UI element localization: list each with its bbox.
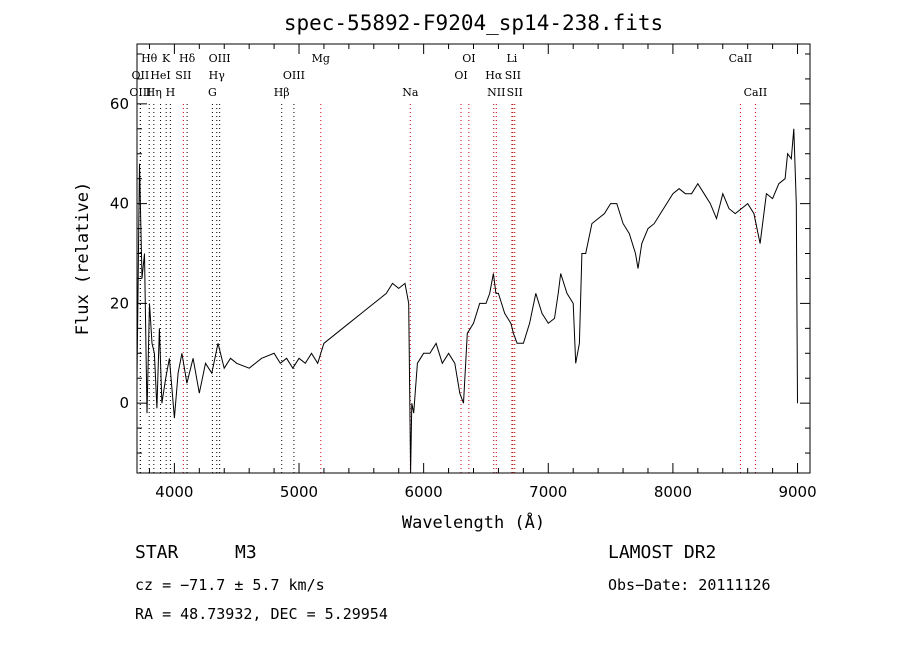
emission-line-label: NII [487, 86, 505, 99]
x-tick-label: 9000 [778, 483, 816, 501]
emission-line-label: SII [507, 86, 523, 99]
emission-line-label: OI [462, 52, 475, 65]
chart-title: spec-55892-F9204_sp14-238.fits [284, 11, 663, 35]
emission-line-label: G [208, 86, 217, 99]
emission-line-label: SII [505, 69, 521, 82]
emission-line-label: Mg [312, 52, 330, 65]
emission-line-label: OIII [209, 52, 231, 65]
y-tick-label: 60 [110, 95, 129, 113]
x-tick-label: 6000 [405, 483, 443, 501]
emission-line-label: Hδ [179, 52, 196, 65]
x-tick-label: 5000 [280, 483, 318, 501]
emission-line-label: HeI [150, 69, 170, 82]
emission-line-markers [139, 104, 756, 473]
object-subclass: M3 [235, 542, 257, 563]
emission-line-label: CaII [744, 86, 768, 99]
emission-line-label: Na [402, 86, 419, 99]
emission-line-label: OI [454, 69, 467, 82]
emission-line-label: Hγ [209, 69, 226, 82]
spectrum-series-line [136, 128, 798, 474]
emission-line-label: Hη [146, 86, 162, 99]
y-axis-label: Flux (relative) [73, 182, 93, 336]
emission-line-label: OII [132, 69, 150, 82]
coordinates-readout: RA = 48.73932, DEC = 5.29954 [135, 605, 388, 623]
x-tick-label: 4000 [155, 483, 193, 501]
survey-name: LAMOST DR2 [608, 542, 717, 563]
y-tick-label: 0 [119, 394, 129, 412]
emission-line-label: OIII [129, 86, 151, 99]
emission-line-label: H [166, 86, 176, 99]
emission-line-label: CaII [729, 52, 753, 65]
y-tick-label: 20 [110, 294, 129, 312]
y-tick-label: 40 [110, 195, 129, 213]
emission-line-label: Hβ [274, 86, 290, 99]
velocity-readout: cz = −71.7 ± 5.7 km/s [135, 576, 325, 594]
observation-date: Obs−Date: 20111126 [608, 576, 771, 594]
x-tick-label: 7000 [529, 483, 567, 501]
emission-line-label: Li [506, 52, 517, 65]
plot-frame [136, 43, 811, 474]
x-axis-ticks: 4000 5000 6000 7000 8000 9000 [148, 44, 817, 501]
x-axis-label: Wavelength (Å) [402, 511, 545, 533]
emission-line-label: SII [175, 69, 191, 82]
emission-line-label: Hα [485, 69, 503, 82]
x-tick-label: 8000 [654, 483, 692, 501]
emission-line-label: Hθ [141, 52, 158, 65]
object-type: STAR [135, 542, 179, 563]
emission-line-label: OIII [283, 69, 305, 82]
y-axis-ticks: 0 20 40 60 [110, 53, 810, 454]
emission-line-label: K [162, 52, 171, 65]
